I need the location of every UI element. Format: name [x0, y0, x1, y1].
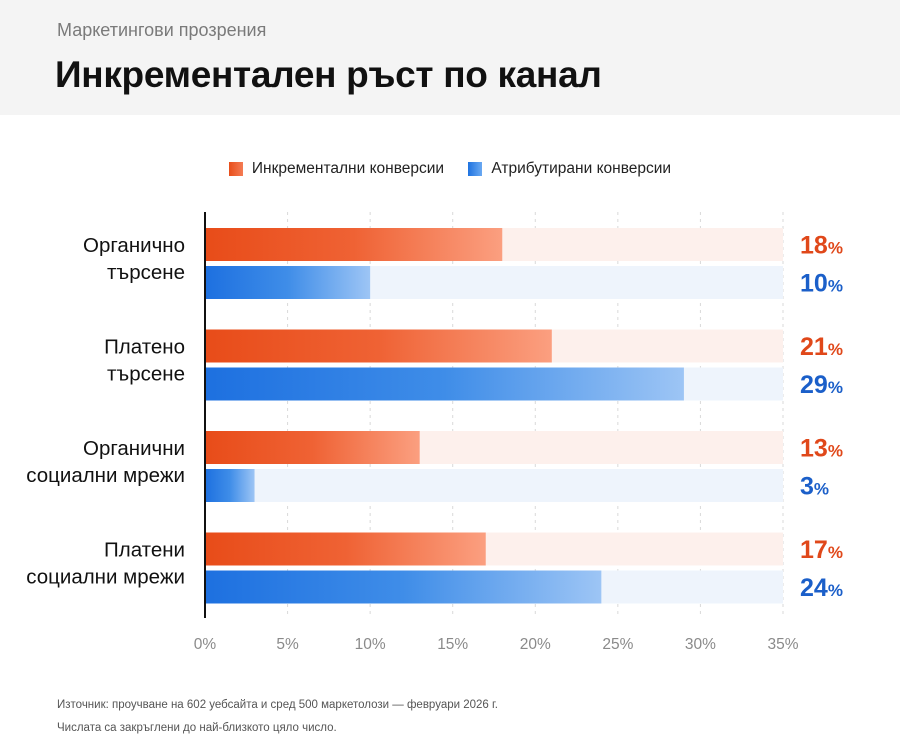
data-label-suffix: % [828, 378, 843, 397]
footer: Източник: проучване на 602 уебсайта и ср… [57, 694, 498, 740]
category-label-line: социални мрежи [26, 566, 185, 589]
category-label: Органично търсене [83, 234, 185, 284]
legend-swatch-attributed [468, 162, 483, 176]
data-label: 24% [800, 574, 843, 602]
legend-item-incremental: Инкрементални конверсии [228, 160, 445, 178]
data-label-suffix: % [828, 581, 843, 600]
bar-incremental [205, 532, 486, 566]
bar-attributed [205, 266, 371, 299]
bar-incremental [205, 431, 420, 464]
bar-track [205, 469, 783, 502]
bar-incremental [205, 228, 503, 261]
data-label: 17% [800, 536, 843, 564]
data-label-suffix: % [828, 442, 843, 461]
x-tick-label: 30% [685, 636, 716, 653]
chart-title: Инкрементален ръст по канал [55, 54, 602, 95]
category-label-line: търсене [107, 363, 185, 386]
data-label-suffix: % [828, 239, 843, 258]
bar-attributed [205, 570, 602, 604]
category-label: Органични социални мрежи [26, 437, 185, 487]
rounding-note: Числата са закръглени до най-близкото ця… [57, 722, 337, 734]
x-tick-label: 20% [520, 636, 551, 653]
data-label-suffix: % [828, 277, 843, 296]
data-label-suffix: % [828, 543, 843, 562]
data-label: 10% [800, 270, 843, 298]
data-label: 21% [800, 333, 843, 361]
x-tick-label: 35% [767, 636, 798, 653]
legend-label-attributed: Атрибутирани конверсии [491, 160, 672, 177]
data-label-suffix: % [828, 340, 843, 359]
legend: Инкрементални конверсии Атрибутирани кон… [0, 160, 900, 182]
category-label-line: търсене [107, 261, 185, 284]
x-tick-label: 10% [355, 636, 386, 653]
bar-attributed [205, 367, 684, 401]
header-band: Маркетингови прозрения Инкрементален ръс… [0, 0, 900, 115]
data-label: 29% [800, 371, 843, 399]
bar-attributed [205, 469, 255, 502]
legend-label-incremental: Инкрементални конверсии [251, 160, 445, 177]
source-note: Източник: проучване на 602 уебсайта и ср… [57, 699, 498, 711]
category-label-line: Платено [104, 336, 185, 359]
data-label: 18% [800, 232, 843, 260]
data-label-suffix: % [814, 480, 829, 499]
category-label-line: Органични [83, 437, 185, 460]
category-label-line: Платени [104, 539, 185, 562]
legend-item-attributed: Атрибутирани конверсии [468, 160, 671, 178]
kicker-text: Маркетингови прозрения [57, 20, 267, 40]
data-label: 13% [800, 435, 843, 463]
legend-swatch-incremental [228, 162, 243, 176]
x-tick-label: 5% [276, 636, 299, 653]
x-tick-label: 0% [194, 636, 217, 653]
category-label: Платени социални мрежи [26, 539, 185, 589]
category-label-line: социални мрежи [26, 464, 185, 487]
x-tick-label: 25% [602, 636, 633, 653]
category-label: Платено търсене [104, 336, 185, 386]
bar-incremental [205, 329, 552, 363]
category-label-line: Органично [83, 234, 185, 257]
data-label: 3% [800, 473, 829, 501]
x-tick-label: 15% [437, 636, 468, 653]
